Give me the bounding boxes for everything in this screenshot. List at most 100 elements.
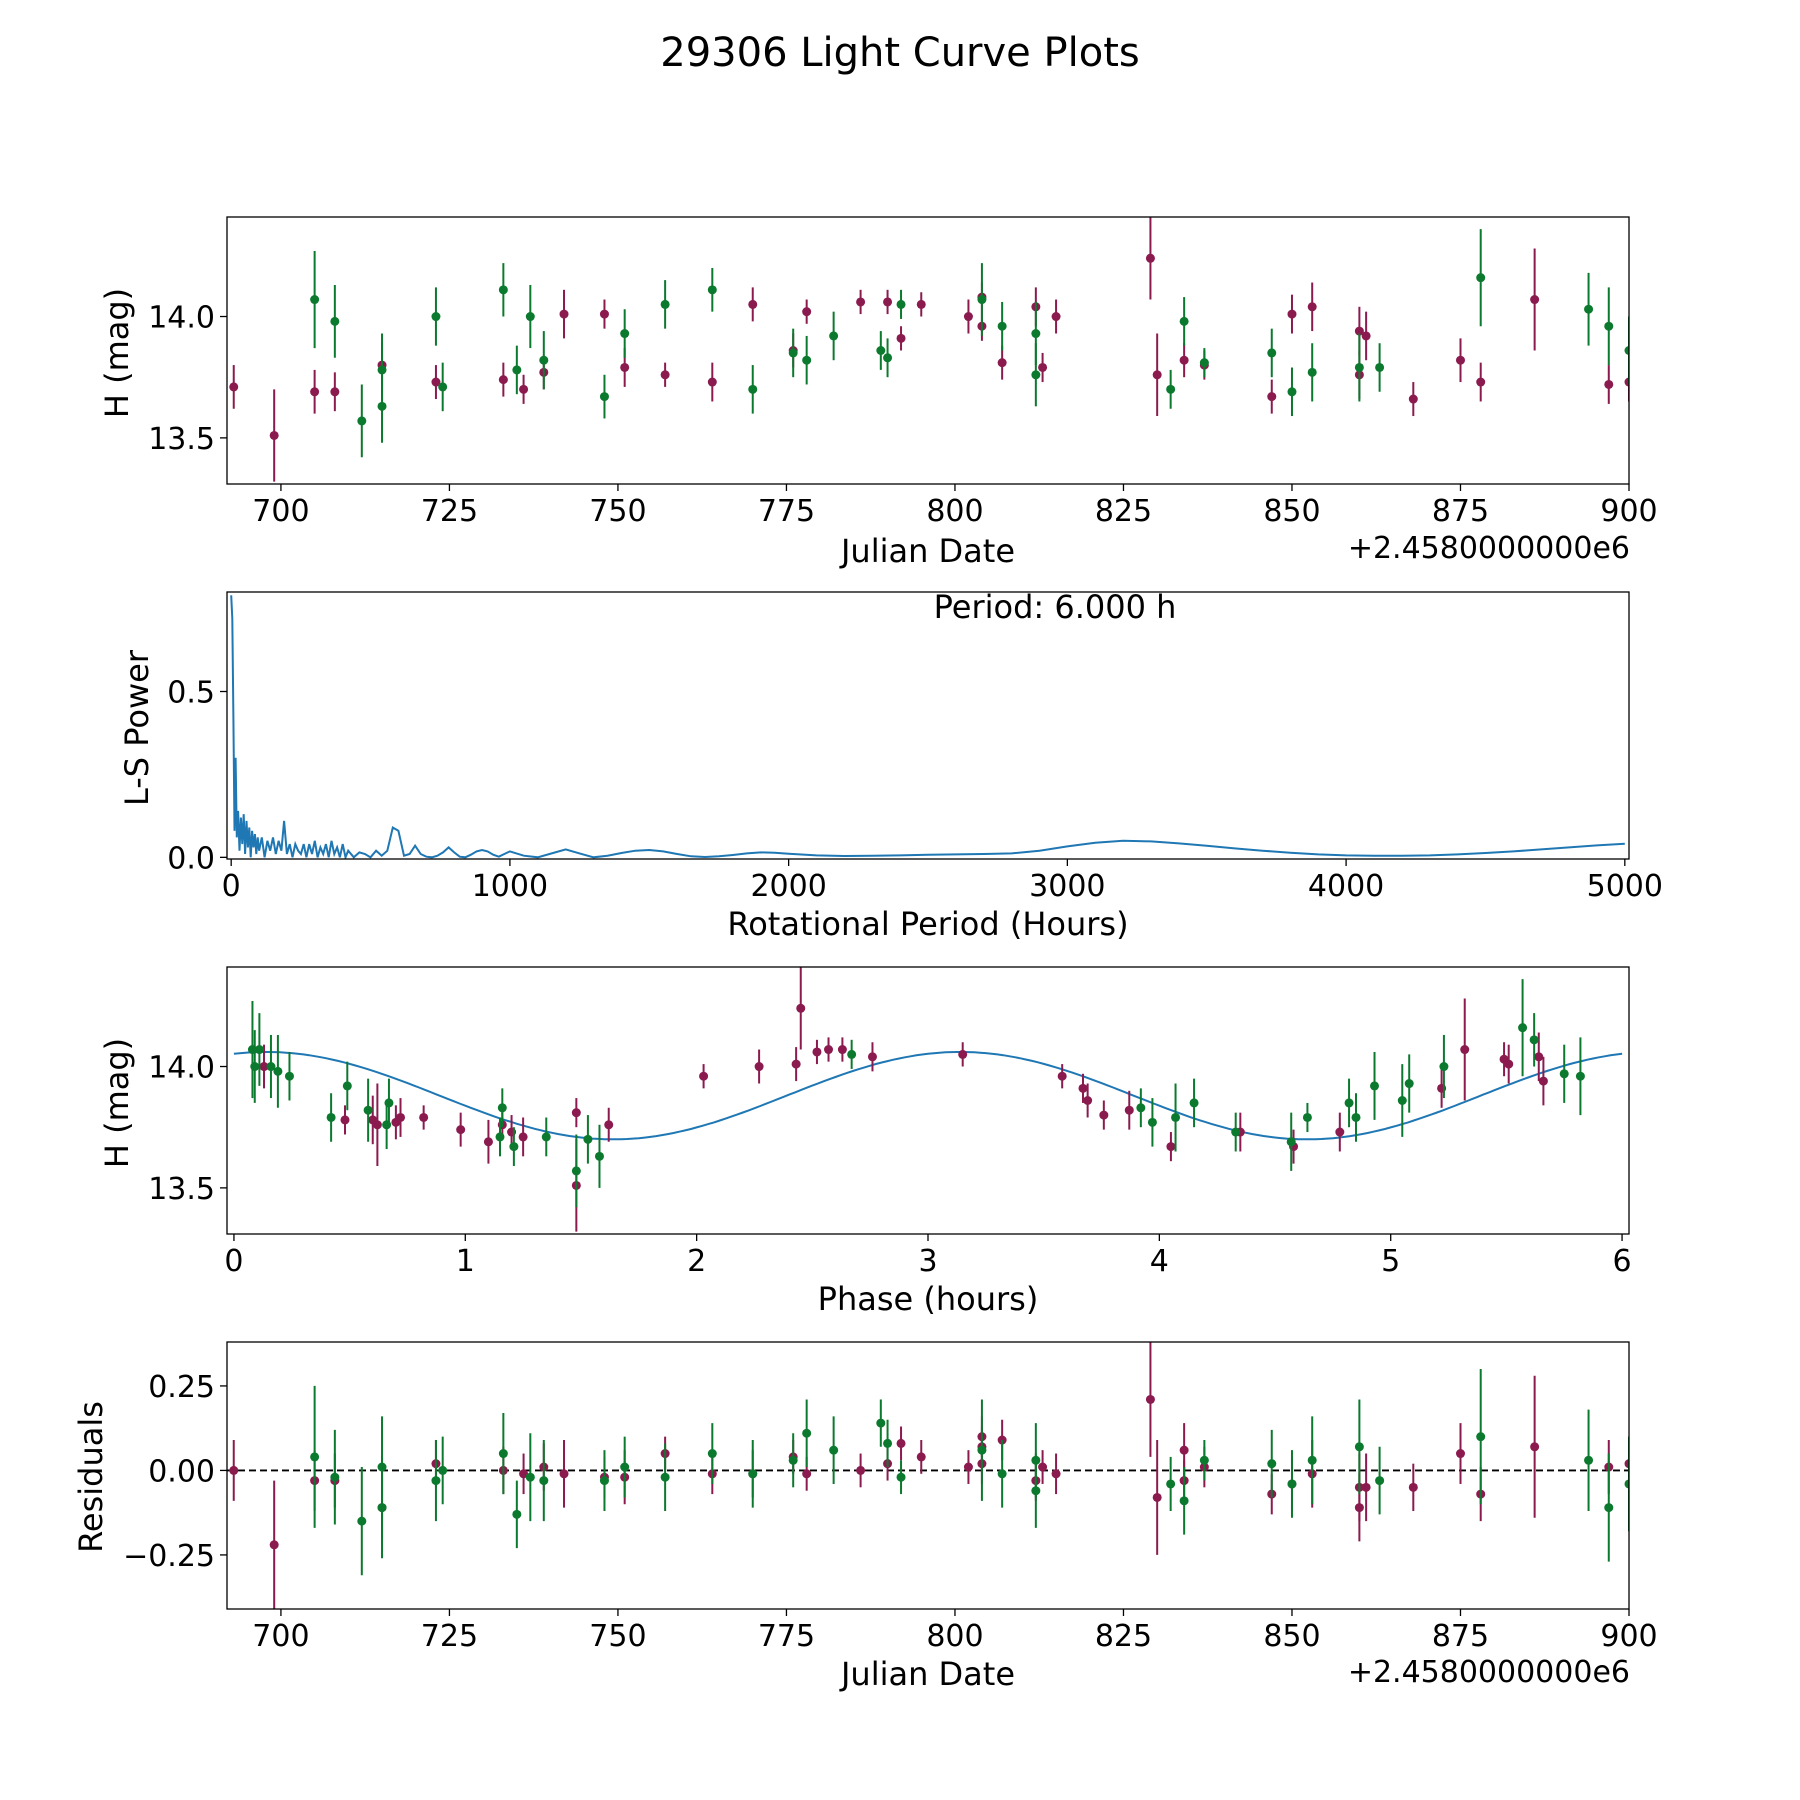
phased-point-green xyxy=(497,1103,507,1113)
residuals-point-green xyxy=(876,1418,886,1428)
lightcurve-point-green xyxy=(788,348,798,358)
lightcurve-point-magenta xyxy=(1530,295,1540,305)
periodogram-xtick-label: 1000 xyxy=(472,869,548,904)
phased-point-magenta xyxy=(791,1059,801,1069)
lightcurve-axes-frame xyxy=(226,216,1630,485)
period-annotation: Period: 6.000 h xyxy=(934,588,1177,626)
residuals-point-green xyxy=(1267,1459,1277,1469)
lightcurve-point-magenta xyxy=(1361,331,1371,341)
residuals-point-green xyxy=(1624,1479,1629,1489)
phased-point-green xyxy=(384,1098,394,1108)
lightcurve-point-green xyxy=(977,295,987,305)
lightcurve-points-layer xyxy=(229,217,1629,482)
residuals-point-green xyxy=(802,1428,812,1438)
residuals-point-green xyxy=(707,1449,717,1459)
lightcurve-point-green xyxy=(431,312,441,322)
lightcurve-point-magenta xyxy=(660,370,670,380)
phased-point-green xyxy=(1404,1079,1414,1089)
phased-xtick-label: 2 xyxy=(687,1244,706,1279)
residuals-point-magenta xyxy=(1152,1492,1162,1502)
phased-panel: Phase (hours) H (mag) 0 1 2 3 4 5 6 13.5 14.0 xyxy=(98,966,1632,1318)
phased-ytick-label: 13.5 xyxy=(148,1172,215,1207)
phased-point-magenta xyxy=(796,1003,806,1013)
residuals-point-green xyxy=(1584,1455,1594,1465)
lightcurve-point-green xyxy=(512,365,522,375)
residuals-point-green xyxy=(1199,1455,1209,1465)
residuals-xtick-label: 750 xyxy=(589,1619,646,1654)
lightcurve-point-magenta xyxy=(599,309,609,319)
residuals-point-magenta xyxy=(1145,1394,1155,1404)
phased-ylabel: H (mag) xyxy=(98,1038,136,1168)
lightcurve-point-green xyxy=(1624,346,1629,355)
residuals-point-green xyxy=(330,1472,340,1482)
phased-point-magenta xyxy=(812,1047,822,1057)
phased-point-green xyxy=(1575,1071,1585,1081)
residuals-point-magenta xyxy=(1179,1445,1189,1455)
phased-point-green xyxy=(1518,1023,1528,1033)
lightcurve-ylabel: H (mag) xyxy=(98,288,136,418)
residuals-point-green xyxy=(977,1445,987,1455)
phased-point-magenta xyxy=(1335,1127,1345,1137)
residuals-point-magenta xyxy=(1051,1469,1061,1479)
lightcurve-point-green xyxy=(1179,316,1189,326)
lightcurve-ytick-label: 14.0 xyxy=(148,301,215,336)
lightcurve-point-green xyxy=(1031,370,1041,380)
residuals-point-green xyxy=(1166,1479,1176,1489)
phased-point-magenta xyxy=(1534,1052,1544,1062)
periodogram-ytick-label: 0.0 xyxy=(167,841,215,876)
lightcurve-point-magenta xyxy=(1354,326,1364,336)
phased-point-magenta xyxy=(372,1120,382,1130)
periodogram-xtick-label: 5000 xyxy=(1587,869,1663,904)
phased-ytick-label: 14.0 xyxy=(148,1051,215,1086)
phased-point-magenta xyxy=(1504,1059,1514,1069)
lightcurve-point-green xyxy=(1199,358,1209,368)
residuals-point-magenta xyxy=(1354,1503,1364,1513)
lightcurve-point-green xyxy=(748,384,758,394)
lightcurve-point-magenta xyxy=(748,299,758,309)
residuals-point-green xyxy=(1179,1496,1189,1506)
residuals-point-green xyxy=(1354,1442,1364,1452)
lightcurve-point-green xyxy=(1267,348,1277,358)
phased-point-green xyxy=(1397,1096,1407,1105)
periodogram-ytick-label: 0.5 xyxy=(167,676,215,711)
phased-point-magenta xyxy=(699,1071,709,1081)
residuals-xtick-label: 800 xyxy=(926,1619,983,1654)
lightcurve-point-green xyxy=(707,285,717,295)
lightcurve-point-magenta xyxy=(1476,377,1486,387)
lightcurve-point-magenta xyxy=(1051,312,1061,322)
lightcurve-point-green xyxy=(377,365,387,375)
residuals-point-green xyxy=(748,1469,758,1479)
phased-point-green xyxy=(342,1081,352,1091)
phased-point-magenta xyxy=(824,1045,834,1055)
lightcurve-point-magenta xyxy=(963,312,973,322)
phased-point-magenta xyxy=(604,1120,614,1130)
phased-point-green xyxy=(266,1062,276,1072)
lightcurve-point-green xyxy=(310,295,320,305)
phased-point-green xyxy=(1344,1098,1354,1108)
phased-point-green xyxy=(594,1151,604,1161)
residuals-point-green xyxy=(438,1465,448,1475)
lightcurve-point-green xyxy=(1476,273,1486,283)
residuals-point-green xyxy=(357,1516,367,1526)
residuals-xtick-label: 700 xyxy=(252,1619,309,1654)
residuals-point-green xyxy=(377,1503,387,1513)
lightcurve-point-magenta xyxy=(802,307,812,317)
phased-point-green xyxy=(1286,1137,1296,1147)
residuals-offset-text: +2.4580000000e6 xyxy=(1348,1655,1630,1690)
periodogram-xtick-label: 0 xyxy=(222,869,241,904)
phased-point-magenta xyxy=(518,1132,528,1142)
lightcurve-xtick-label: 700 xyxy=(252,494,309,529)
lightcurve-point-magenta xyxy=(1307,302,1317,312)
residuals-point-magenta xyxy=(1455,1449,1465,1459)
lightcurve-ytick-label: 13.5 xyxy=(148,422,215,457)
lightcurve-point-magenta xyxy=(330,387,340,397)
lightcurve-point-magenta xyxy=(1179,355,1189,365)
phased-points-layer xyxy=(247,967,1585,1232)
residuals-ytick-label: 0.00 xyxy=(148,1454,215,1489)
lightcurve-point-green xyxy=(599,392,609,402)
phased-point-green xyxy=(326,1112,336,1122)
lightcurve-point-magenta xyxy=(269,430,279,440)
residuals-xtick-label: 825 xyxy=(1095,1619,1152,1654)
residuals-point-green xyxy=(310,1452,320,1462)
residuals-point-green xyxy=(539,1476,549,1486)
